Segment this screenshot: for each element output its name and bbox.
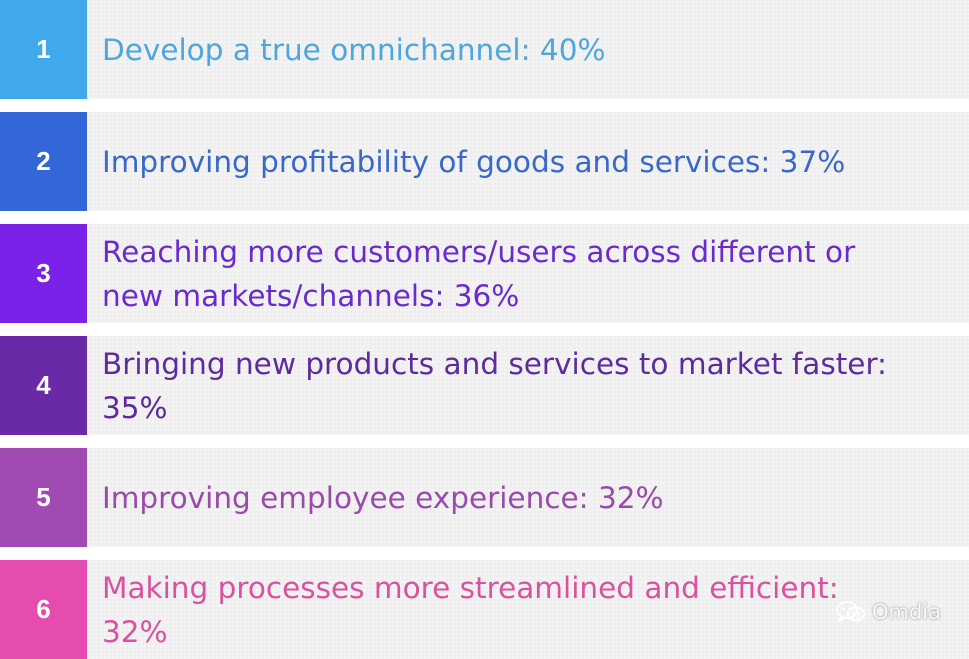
list-item: 1 Develop a true omnichannel: 40% [0, 0, 969, 99]
item-text: Making processes more streamlined and ef… [102, 570, 839, 649]
item-text: Improving profitability of goods and ser… [102, 144, 846, 179]
item-text-box: Bringing new products and services to ma… [87, 336, 969, 435]
item-text: Reaching more customers/users across dif… [102, 234, 856, 313]
list-item: 5 Improving employee experience: 32% [0, 448, 969, 547]
rank-number-box: 4 [0, 336, 87, 435]
wechat-icon [836, 600, 866, 624]
rank-number-box: 5 [0, 448, 87, 547]
item-text-box: Develop a true omnichannel: 40% [87, 0, 969, 99]
item-text-box: Improving employee experience: 32% [87, 448, 969, 547]
rank-number-box: 3 [0, 224, 87, 323]
watermark: Omdia [836, 600, 941, 624]
item-text: Develop a true omnichannel: 40% [102, 32, 606, 67]
list-item: 2 Improving profitability of goods and s… [0, 112, 969, 211]
item-text-box: Reaching more customers/users across dif… [87, 224, 969, 323]
rank-number-box: 2 [0, 112, 87, 211]
rank-number-box: 1 [0, 0, 87, 99]
item-text-box: Improving profitability of goods and ser… [87, 112, 969, 211]
rank-number-box: 6 [0, 560, 87, 659]
item-text-box: Making processes more streamlined and ef… [87, 560, 969, 659]
list-item: 4 Bringing new products and services to … [0, 336, 969, 435]
list-item: 6 Making processes more streamlined and … [0, 560, 969, 659]
item-text: Bringing new products and services to ma… [102, 346, 887, 425]
list-item: 3 Reaching more customers/users across d… [0, 224, 969, 323]
watermark-text: Omdia [871, 600, 941, 624]
item-text: Improving employee experience: 32% [102, 480, 664, 515]
